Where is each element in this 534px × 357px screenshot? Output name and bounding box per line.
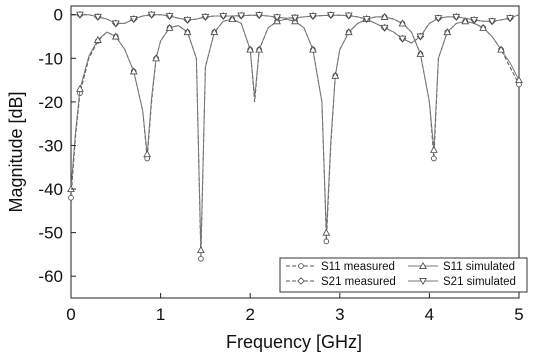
s21-simulated-point — [434, 15, 443, 23]
s11-simulated-point — [344, 28, 353, 36]
s21-simulated-point — [362, 16, 371, 24]
legend-swatch-marker — [298, 263, 304, 269]
s21-simulated-point — [147, 11, 156, 19]
x-tick-label: 1 — [156, 305, 165, 324]
s21-simulated-point — [165, 13, 174, 21]
s11-simulated-point — [331, 71, 340, 79]
s21-simulated-point — [452, 13, 461, 21]
y-tick-label: -50 — [38, 224, 63, 243]
s11-simulated-point — [246, 45, 255, 53]
x-tick-label: 0 — [66, 305, 75, 324]
plot-frame — [70, 5, 520, 299]
s11-simulated-point — [210, 28, 219, 36]
s11-simulated-point — [94, 35, 102, 43]
s11-simulated-point — [398, 19, 407, 27]
s21-simulated-point — [309, 13, 317, 21]
s21-simulated-series — [71, 11, 520, 44]
legend-item-s11-simulated: S11 simulated — [408, 261, 515, 273]
s11-measured-point — [198, 255, 204, 262]
s11-simulated-point — [515, 76, 523, 84]
series-layer — [67, 10, 523, 262]
y-tick-label: -60 — [38, 267, 63, 286]
s21-simulated-point — [237, 12, 246, 20]
s21-simulated-point — [255, 12, 264, 20]
y-axis-title: Magnitude [dB] — [6, 91, 26, 212]
s11-simulated-point — [255, 45, 264, 53]
s11-simulated-point — [197, 246, 205, 254]
ticks-layer: 0 1 2 3 4 5 0 -10 -20 -30 -40 -50 -60 — [38, 6, 523, 324]
legend-label: S21 measured — [321, 276, 396, 288]
s21-simulated-point — [273, 14, 281, 22]
s11-simulated-series — [67, 12, 523, 254]
s21-simulated-point — [488, 18, 496, 26]
s11-measured-point — [323, 238, 330, 245]
s11-simulated-point — [479, 23, 488, 31]
s11-simulated-line — [70, 16, 520, 251]
s21-simulated-point — [76, 11, 84, 19]
s11-simulated-point — [309, 45, 317, 53]
s21-simulated-point — [94, 13, 102, 21]
s11-simulated-point — [497, 45, 505, 53]
x-tick-label: 5 — [514, 305, 523, 324]
s21-simulated-point — [129, 16, 138, 24]
s11-simulated-point — [165, 23, 174, 31]
s11-simulated-point — [430, 145, 438, 153]
legend-item-s11-measured: S11 measured — [286, 261, 395, 273]
y-tick-label: -40 — [38, 180, 63, 199]
s11-measured-line — [70, 16, 520, 259]
s21-simulated-point — [470, 16, 479, 24]
y-tick-label: -30 — [38, 136, 63, 155]
s21-simulated-point — [380, 24, 389, 32]
s11-measured-point — [68, 194, 74, 201]
s21-simulated-point — [183, 16, 192, 24]
x-axis-title: Frequency [GHz] — [226, 332, 362, 352]
legend-swatch-marker — [419, 261, 427, 269]
legend-label: S21 simulated — [443, 276, 516, 288]
s11-simulated-point — [129, 67, 138, 75]
y-tick-label: -20 — [38, 93, 63, 112]
legend-item-s21-simulated: S21 simulated — [408, 276, 516, 288]
legend: S11 measured S21 measured S11 simulated S21… — [279, 257, 528, 293]
s11-measured-series — [68, 14, 522, 262]
s11-simulated-point — [228, 15, 237, 23]
legend-item-s21-measured: S21 measured — [286, 276, 396, 288]
legend-label: S11 simulated — [443, 261, 515, 273]
s11-simulated-point — [443, 28, 452, 36]
s21-simulated-point — [201, 13, 210, 21]
legend-swatch-marker — [419, 278, 427, 286]
s11-simulated-point — [152, 54, 160, 62]
s11-simulated-point — [461, 17, 470, 25]
x-tick-label: 3 — [335, 305, 344, 324]
y-tick-label: 0 — [54, 6, 63, 25]
s21-simulated-point — [111, 20, 120, 28]
s11-simulated-point — [380, 12, 389, 20]
s11-simulated-point — [111, 32, 120, 40]
s21-simulated-point — [398, 35, 407, 43]
x-tick-label: 4 — [425, 305, 434, 324]
s11-simulated-point — [143, 150, 152, 158]
y-tick-label: -10 — [38, 49, 63, 68]
s21-simulated-point — [506, 15, 514, 23]
s11-simulated-point — [76, 84, 84, 92]
s11-measured-point — [431, 155, 437, 162]
legend-label: S11 measured — [321, 261, 395, 273]
legend-box — [279, 257, 528, 293]
x-tick-label: 2 — [245, 305, 254, 324]
legend-swatch-marker — [297, 277, 305, 285]
s11-simulated-point — [322, 228, 331, 236]
s21-simulated-point — [344, 12, 353, 20]
s21-simulated-point — [416, 33, 425, 41]
s11-simulated-point — [416, 49, 425, 57]
s21-simulated-point — [219, 13, 228, 21]
s11-simulated-point — [183, 28, 192, 36]
s21-simulated-point — [291, 14, 299, 22]
s21-simulated-point — [326, 12, 335, 20]
